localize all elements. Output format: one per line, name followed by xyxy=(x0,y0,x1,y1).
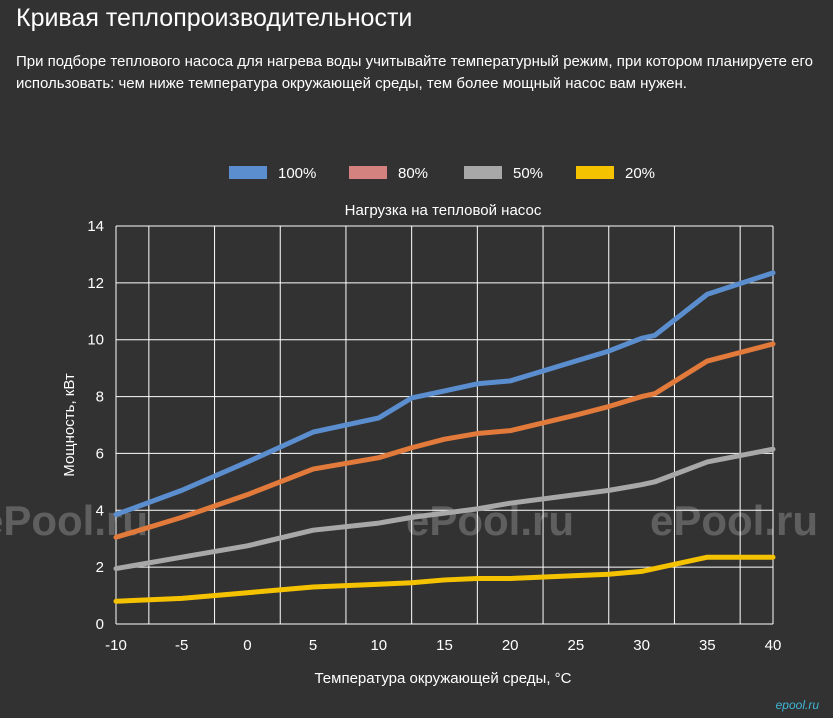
x-axis-ticks: -10 -5 0 5 10 15 20 25 30 35 40 xyxy=(105,637,781,654)
watermark-text: ePool.ru xyxy=(0,497,148,544)
y-tick-label: 2 xyxy=(96,559,104,576)
series-line-20pct xyxy=(113,554,776,604)
legend-label: 80% xyxy=(398,165,428,182)
y-axis-ticks: 0 2 4 6 8 10 12 14 xyxy=(87,218,104,633)
y-tick-label: 4 xyxy=(96,502,104,519)
y-tick-label: 6 xyxy=(96,445,104,462)
page-description: При подборе теплового насоса для нагрева… xyxy=(16,53,813,92)
x-tick-label: -5 xyxy=(175,637,188,654)
x-tick-label: 25 xyxy=(568,637,585,654)
y-axis-label: Мощность, кВт xyxy=(61,373,78,477)
y-tick-label: 12 xyxy=(87,275,104,292)
x-tick-label: 30 xyxy=(633,637,650,654)
legend-item[interactable]: 50% xyxy=(464,165,543,182)
x-tick-label: -10 xyxy=(105,637,127,654)
legend-item[interactable]: 80% xyxy=(349,165,428,182)
series-line-50pct xyxy=(113,446,776,572)
x-tick-label: 10 xyxy=(370,637,387,654)
legend-label: 100% xyxy=(278,165,316,182)
x-tick-label: 5 xyxy=(309,637,317,654)
y-tick-label: 10 xyxy=(87,332,104,349)
x-tick-label: 0 xyxy=(243,637,251,654)
plot-area xyxy=(116,226,773,624)
series-line-80pct xyxy=(113,341,776,540)
legend-label: 50% xyxy=(513,165,543,182)
legend-item[interactable]: 100% xyxy=(229,165,316,182)
y-tick-label: 14 xyxy=(87,218,104,235)
chart-title: Нагрузка на тепловой насос xyxy=(345,202,542,219)
page-title: Кривая теплопроизводительности xyxy=(16,4,413,32)
legend-swatch xyxy=(349,166,387,179)
watermark-text: ePool.ru xyxy=(406,497,574,544)
legend-swatch xyxy=(576,166,614,179)
series-line-100pct xyxy=(113,270,776,518)
x-tick-label: 15 xyxy=(436,637,453,654)
legend-swatch xyxy=(464,166,502,179)
y-tick-label: 8 xyxy=(96,389,104,406)
watermark-text: ePool.ru xyxy=(650,497,818,544)
x-tick-label: 35 xyxy=(699,637,716,654)
chart-legend: 100% 80% 50% 20% xyxy=(229,165,655,182)
watermark-corner: epool.ru xyxy=(775,698,819,712)
x-axis-label: Температура окружающей среды, °C xyxy=(314,670,571,687)
chart-series xyxy=(113,270,776,604)
legend-swatch xyxy=(229,166,267,179)
x-tick-label: 40 xyxy=(765,637,782,654)
x-tick-label: 20 xyxy=(502,637,519,654)
legend-item[interactable]: 20% xyxy=(576,165,655,182)
legend-label: 20% xyxy=(625,165,655,182)
y-tick-label: 0 xyxy=(96,616,104,633)
